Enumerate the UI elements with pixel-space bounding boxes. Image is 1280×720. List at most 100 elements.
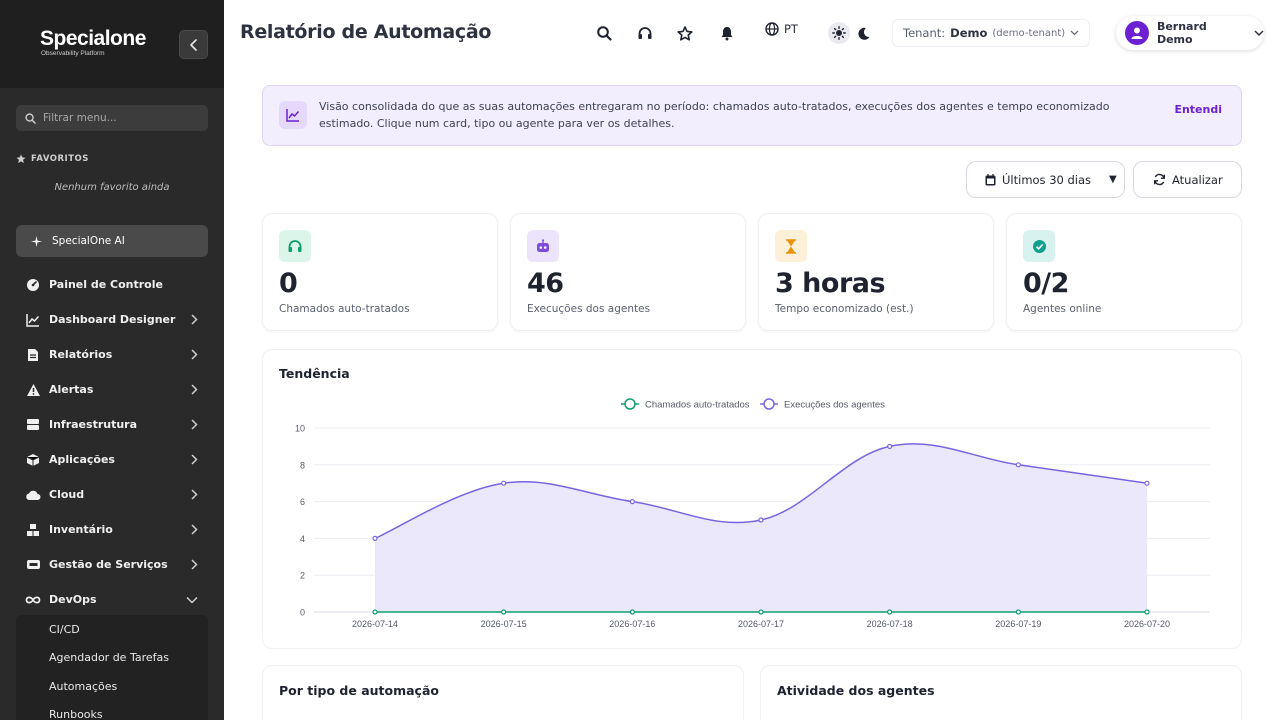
submenu-item-runbooks[interactable]: Runbooks — [49, 708, 103, 720]
sidebar-item-label: Inventário — [49, 523, 113, 536]
x-tick-label: 2026-07-18 — [867, 619, 913, 629]
hourglass-icon — [775, 230, 807, 262]
sidebar-header: Specialone Observability Platform — [0, 0, 224, 88]
sidebar-item-alertas[interactable]: Alertas — [0, 372, 224, 407]
data-point — [1015, 462, 1021, 468]
sidebar-item-label: Gestão de Serviços — [49, 558, 168, 571]
chevron-right-icon — [191, 314, 198, 325]
search-icon — [596, 25, 612, 41]
submenu-item-automacoes[interactable]: Automações — [49, 679, 118, 693]
kpi-value: 0 — [279, 268, 298, 299]
favorites-heading: FAVORITOS — [16, 154, 89, 164]
sidebar-item-infraestrutura[interactable]: Infraestrutura — [0, 407, 224, 442]
user-menu[interactable]: Bernard Demo — [1116, 16, 1264, 50]
cube-icon — [25, 452, 41, 468]
data-point — [1144, 480, 1150, 486]
logo[interactable]: Specialone Observability Platform — [40, 28, 146, 58]
panel-title: Atividade dos agentes — [777, 683, 935, 698]
chevron-down-icon — [186, 596, 198, 604]
favorites-empty-text: Nenhum favorito ainda — [54, 182, 170, 193]
submenu-item-agendador[interactable]: Agendador de Tarefas — [49, 651, 169, 665]
sidebar-item-aplicacoes[interactable]: Aplicações — [0, 442, 224, 477]
kpi-label: Chamados auto-tratados — [279, 303, 410, 315]
dismiss-banner-button[interactable]: Entendi — [1174, 103, 1222, 116]
sidebar-item-label: Painel de Controle — [49, 278, 163, 291]
y-tick-label: 10 — [295, 424, 305, 434]
light-mode-button[interactable] — [828, 22, 850, 44]
kpi-value: 3 horas — [775, 268, 886, 299]
sidebar-item-label: Aplicações — [49, 453, 115, 466]
banner-text: Visão consolidada do que as suas automaç… — [319, 100, 1110, 130]
kpi-label: Agentes online — [1023, 303, 1102, 315]
chevron-right-icon — [191, 419, 198, 430]
sun-icon — [832, 26, 846, 40]
star-icon — [16, 154, 26, 163]
favorites-heading-label: FAVORITOS — [31, 154, 89, 164]
sidebar-item-painel-de-controle[interactable]: Painel de Controle — [0, 267, 224, 302]
data-point — [501, 480, 507, 486]
kpi-card-chamados[interactable]: 0 Chamados auto-tratados — [262, 213, 498, 331]
language-code: PT — [784, 22, 798, 36]
support-button[interactable] — [634, 22, 656, 44]
kpi-card-tempo[interactable]: 3 horas Tempo economizado (est.) — [758, 213, 994, 331]
sidebar-item-relatorios[interactable]: Relatórios — [0, 337, 224, 372]
kpi-card-agentes[interactable]: 0/2 Agentes online — [1006, 213, 1242, 331]
trend-title: Tendência — [279, 366, 350, 381]
y-tick-label: 2 — [300, 571, 305, 581]
moon-icon — [858, 27, 870, 40]
dark-mode-button[interactable] — [854, 23, 874, 43]
legend-marker — [763, 398, 775, 410]
globe-icon — [765, 22, 779, 36]
sidebar-item-label: Infraestrutura — [49, 418, 138, 431]
submenu-item-cicd[interactable]: CI/CD — [49, 622, 80, 636]
headset-icon — [638, 26, 652, 39]
menu-filter-input[interactable]: Filtrar menu... — [16, 105, 208, 131]
x-tick-label: 2026-07-16 — [609, 619, 655, 629]
tenant-label: Tenant: — [903, 26, 946, 40]
date-range-value: Últimos 30 dias — [1002, 172, 1092, 187]
panel-title: Por tipo de automação — [279, 683, 439, 698]
data-point — [629, 499, 635, 505]
sidebar-item-dashboard-designer[interactable]: Dashboard Designer — [0, 302, 224, 337]
data-point — [372, 535, 378, 541]
sidebar-item-inventario[interactable]: Inventário — [0, 512, 224, 547]
chevron-right-icon — [191, 559, 198, 570]
date-range-select[interactable]: Últimos 30 dias ▼ — [966, 161, 1125, 198]
sidebar-item-cloud[interactable]: Cloud — [0, 477, 224, 512]
sidebar-nav: Painel de Controle Dashboard Designer Re… — [0, 267, 224, 617]
series-area — [375, 443, 1147, 612]
service-icon — [25, 557, 41, 573]
favorites-button[interactable] — [674, 22, 696, 44]
collapse-sidebar-button[interactable] — [179, 30, 208, 59]
robot-icon — [527, 230, 559, 262]
language-selector[interactable]: PT — [765, 22, 798, 36]
sidebar-item-gestao-de-servicos[interactable]: Gestão de Serviços — [0, 547, 224, 582]
tenant-selector[interactable]: Tenant: Demo (demo-tenant) — [892, 19, 1091, 47]
sidebar-item-devops[interactable]: DevOps — [0, 582, 224, 617]
chevron-right-icon — [191, 454, 198, 465]
search-button[interactable] — [593, 22, 615, 44]
boxes-icon — [25, 522, 41, 538]
data-point — [501, 609, 507, 615]
chevron-left-icon — [189, 38, 197, 51]
info-banner: Visão consolidada do que as suas automaç… — [262, 85, 1242, 146]
y-tick-label: 6 — [300, 497, 305, 507]
theme-toggle[interactable] — [824, 20, 878, 46]
specialone-ai-button[interactable]: SpecialOne AI — [16, 225, 208, 257]
data-point — [758, 609, 764, 615]
specialone-ai-label: SpecialOne AI — [52, 235, 125, 247]
warning-icon — [25, 382, 41, 398]
kpi-card-execucoes[interactable]: 46 Execuções dos agentes — [510, 213, 746, 331]
notifications-button[interactable] — [716, 22, 738, 44]
chevron-down-icon — [1254, 29, 1264, 36]
data-point — [1144, 609, 1150, 615]
calendar-icon — [985, 173, 996, 185]
data-point — [372, 609, 378, 615]
y-tick-label: 8 — [300, 460, 305, 470]
star-outline-icon — [677, 25, 693, 41]
kpi-label: Tempo economizado (est.) — [775, 303, 914, 315]
refresh-label: Atualizar — [1172, 172, 1223, 187]
legend-label: Execuções dos agentes — [784, 400, 885, 411]
x-tick-label: 2026-07-15 — [481, 619, 527, 629]
refresh-button[interactable]: Atualizar — [1133, 161, 1242, 198]
